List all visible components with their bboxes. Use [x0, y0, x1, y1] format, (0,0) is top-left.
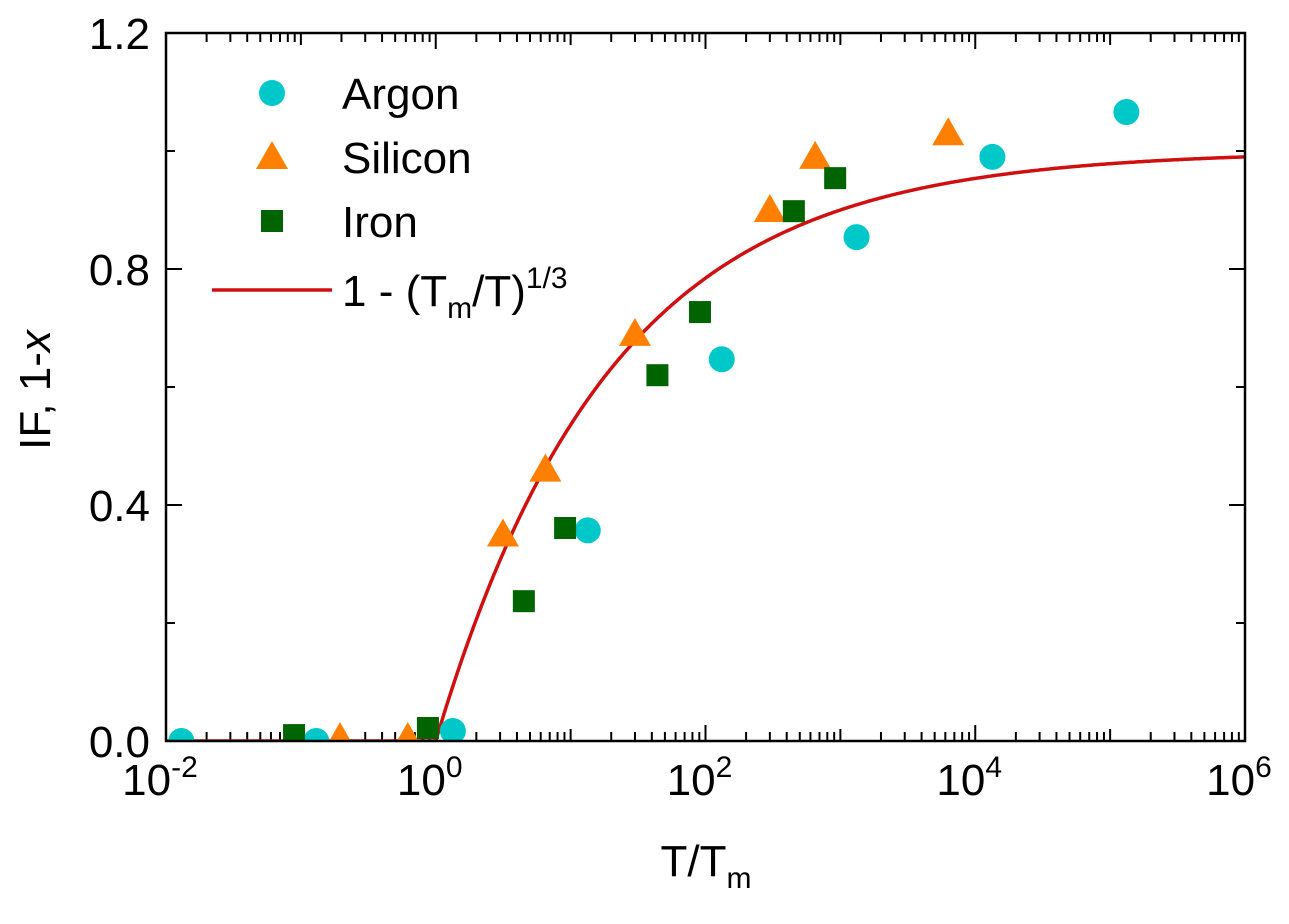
model-curve — [166, 155, 1245, 741]
plot-frame — [164, 31, 1247, 743]
point-argon — [979, 143, 1006, 170]
point-iron — [824, 167, 847, 190]
data-points — [168, 99, 1140, 741]
x-tick-label: 104 — [936, 751, 1002, 805]
point-argon — [843, 224, 870, 251]
point-iron — [554, 517, 577, 540]
point-silicon — [753, 194, 786, 222]
tick-labels: 10-2 100 102 104 106 0.0 0.4 0.8 1.2 — [89, 10, 1272, 805]
y-tick-label: 0.4 — [89, 482, 150, 531]
legend-label-argon: Argon — [342, 70, 459, 119]
x-axis-label: T/Tm — [661, 837, 752, 895]
y-tick-label: 0.0 — [89, 718, 150, 767]
x-tick-label: 102 — [667, 751, 733, 805]
legend-label-iron: Iron — [342, 198, 418, 247]
point-iron — [283, 724, 306, 741]
point-silicon — [618, 317, 651, 346]
y-tick-label: 1.2 — [89, 10, 150, 59]
legend-marker-argon — [259, 80, 285, 106]
point-argon — [303, 728, 330, 741]
point-silicon — [396, 722, 419, 741]
point-iron — [688, 301, 711, 324]
legend-label-model: 1 - (Tm/T)1/3 — [342, 262, 568, 325]
x-tick-label: 106 — [1206, 751, 1272, 805]
point-silicon — [932, 117, 965, 146]
point-argon — [574, 517, 601, 544]
point-iron — [646, 364, 669, 387]
model-curve-group — [166, 155, 1245, 741]
legend-marker-silicon — [256, 141, 288, 169]
axis-ticks — [165, 32, 1245, 742]
point-silicon — [529, 453, 562, 482]
x-tick-label: 10-2 — [122, 751, 198, 805]
point-silicon — [329, 722, 351, 741]
point-argon — [1113, 99, 1140, 126]
point-silicon — [486, 518, 519, 547]
point-argon — [168, 728, 195, 741]
x-tick-label: 100 — [397, 751, 463, 805]
y-tick-label: 0.8 — [89, 246, 150, 295]
legend-marker-iron — [261, 210, 283, 232]
point-argon — [708, 346, 735, 373]
point-silicon — [799, 140, 832, 169]
legend-label-silicon: Silicon — [342, 134, 472, 183]
point-argon — [439, 717, 466, 741]
legend: Argon Silicon Iron 1 - (Tm/T)1/3 — [212, 70, 568, 325]
point-iron — [782, 200, 805, 223]
point-iron — [416, 717, 439, 740]
y-axis-label: IF, 1-x — [11, 328, 60, 450]
point-iron — [512, 590, 535, 613]
